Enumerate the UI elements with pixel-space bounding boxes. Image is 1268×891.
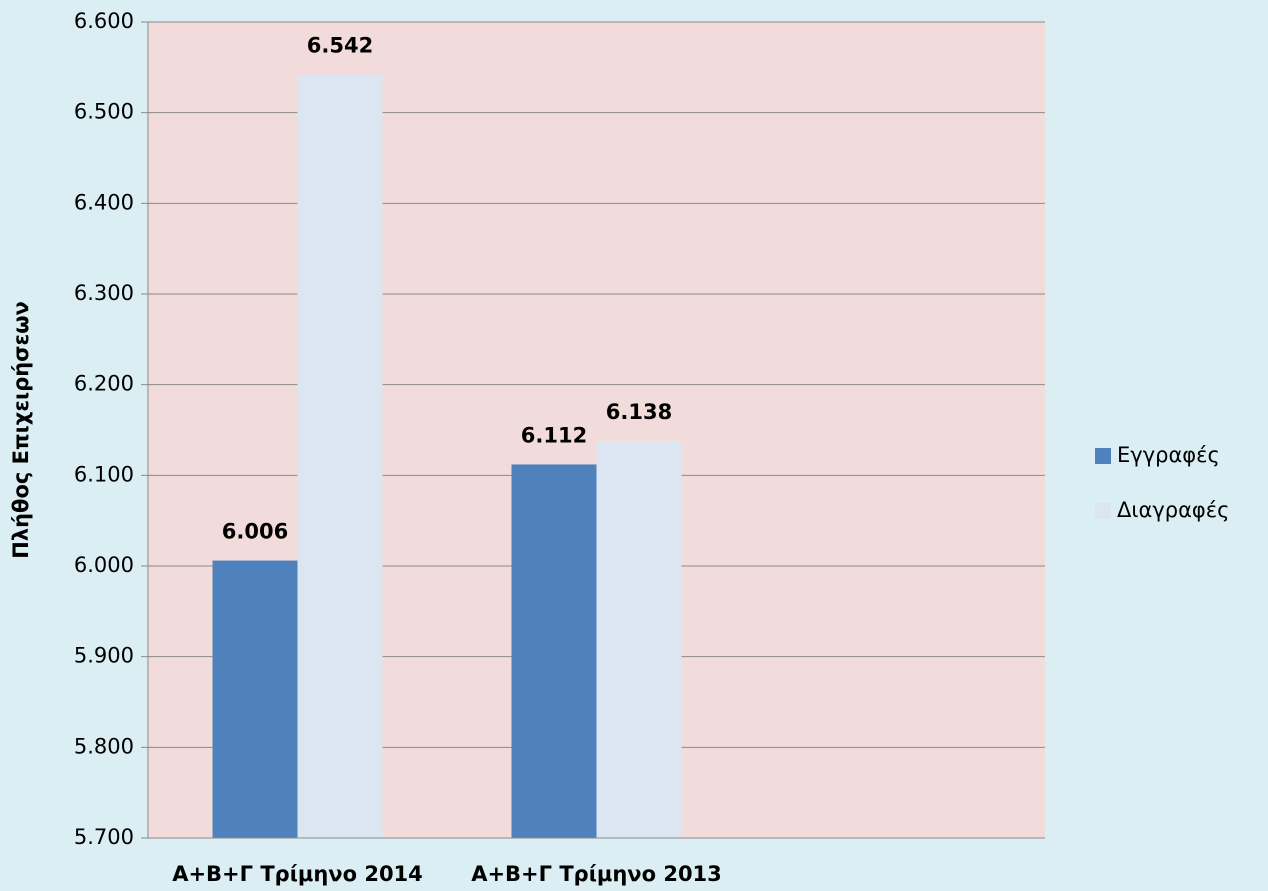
y-tick-label: 6.600 xyxy=(74,9,134,33)
bar xyxy=(511,464,597,838)
y-tick-label: 6.200 xyxy=(74,372,134,396)
y-tick-label: 5.900 xyxy=(74,644,134,668)
data-label: 6.112 xyxy=(521,423,587,447)
y-tick-label: 5.700 xyxy=(74,825,134,849)
legend-swatch xyxy=(1095,448,1111,464)
legend-swatch xyxy=(1095,503,1111,519)
legend-label: Εγγραφές xyxy=(1117,443,1220,467)
y-tick-label: 6.000 xyxy=(74,553,134,577)
bar xyxy=(596,440,682,838)
y-axis-label: Πλήθος Επιχειρήσεων xyxy=(9,301,33,559)
data-label: 6.542 xyxy=(307,34,373,58)
y-tick-label: 5.800 xyxy=(74,734,134,758)
x-tick-label: Α+Β+Γ Τρίμηνο 2014 xyxy=(172,862,423,886)
y-tick-label: 6.100 xyxy=(74,462,134,486)
legend-label: Διαγραφές xyxy=(1117,498,1229,522)
bar xyxy=(212,560,298,838)
y-tick-label: 6.300 xyxy=(74,281,134,305)
x-tick-label: Α+Β+Γ Τρίμηνο 2013 xyxy=(471,862,722,886)
data-label: 6.138 xyxy=(606,400,672,424)
y-tick-label: 6.400 xyxy=(74,190,134,214)
data-label: 6.006 xyxy=(222,520,288,544)
bar xyxy=(297,74,383,838)
y-tick-label: 6.500 xyxy=(74,100,134,124)
